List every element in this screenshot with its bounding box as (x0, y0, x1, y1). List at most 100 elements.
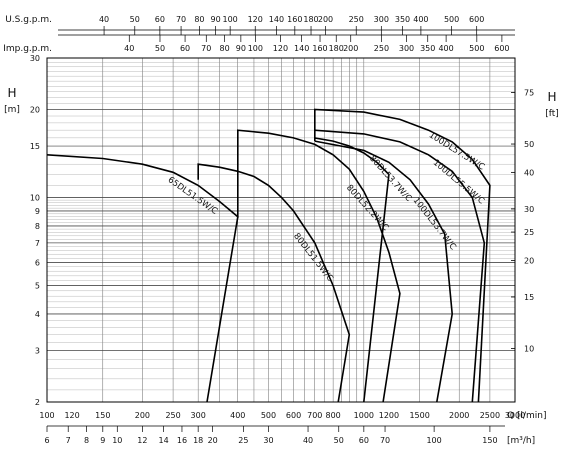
h-ft-tick-label: 15 (524, 293, 534, 302)
h-m-tick-label: 6 (35, 258, 40, 267)
impgpm-tick-label: 500 (469, 44, 484, 53)
usgpm-tick-label: 250 (349, 15, 364, 24)
q-m3h-tick-label: 50 (334, 436, 344, 445)
q-m3h-tick-label: 20 (208, 436, 218, 445)
q-lmin-tick-label: 100 (39, 411, 54, 420)
h-m-tick-label: 9 (35, 207, 40, 216)
q-m3h-tick-label: 6 (44, 436, 49, 445)
q-lmin-tick-label: 500 (261, 411, 276, 420)
impgpm-label: Imp.g.p.m. (3, 44, 52, 54)
h-m-tick-label: 4 (35, 310, 40, 319)
usgpm-tick-label: 90 (211, 15, 221, 24)
impgpm-tick-label: 120 (273, 44, 288, 53)
curve-80dl51-5w-c (197, 163, 351, 403)
q-lmin-tick-label: 700 (307, 411, 322, 420)
usgpm-tick-label: 70 (176, 15, 186, 24)
impgpm-tick-label: 40 (124, 44, 134, 53)
h-m-tick-label: 2 (35, 398, 40, 407)
h-m-tick-label: 10 (30, 194, 40, 203)
usgpm-tick-label: 350 (395, 15, 410, 24)
q-lmin-tick-label: 2500 (480, 411, 500, 420)
q-m3h-tick-label: 30 (263, 436, 273, 445)
q-m3h-tick-label: 150 (482, 436, 497, 445)
h-ft-tick-label: 10 (524, 344, 534, 353)
q-m3h-tick-label: 8 (84, 436, 89, 445)
usgpm-tick-label: 180 (303, 15, 318, 24)
usgpm-tick-label: 400 (413, 15, 428, 24)
q-lmin-tick-label: 300 (191, 411, 206, 420)
usgpm-tick-label: 500 (444, 15, 459, 24)
curve-label: 100DL53.7W/C (411, 196, 458, 252)
h-m-unit: [m] (4, 105, 20, 115)
impgpm-tick-label: 70 (201, 44, 211, 53)
q-m3h-tick-label: 9 (100, 436, 105, 445)
curve-100dl57-5w-c (314, 108, 491, 403)
usgpm-tick-label: 50 (130, 15, 140, 24)
h-m-tick-label: 7 (35, 239, 40, 248)
h-ft-tick-label: 25 (524, 228, 534, 237)
q-lmin-tick-label: 120 (64, 411, 79, 420)
impgpm-tick-label: 350 (420, 44, 435, 53)
q-m3h-tick-label: 18 (193, 436, 203, 445)
tick-labels: 40 50 60 70 80 90 100 120 140 160 180 200 250 300 350 4… (30, 15, 534, 445)
usgpm-tick-label: 140 (269, 15, 284, 24)
impgpm-tick-label: 100 (248, 44, 263, 53)
q-lmin-tick-label: 1500 (409, 411, 429, 420)
q-lmin-label: Q [l/min] (507, 411, 546, 421)
h-m-tick-label: 3 (35, 346, 40, 355)
curve-label: 80DL53.7W/C (367, 154, 413, 204)
q-m3h-tick-label: 14 (158, 436, 168, 445)
h-ft-tick-label: 20 (524, 256, 534, 265)
q-lmin-tick-label: 600 (286, 411, 301, 420)
impgpm-tick-label: 80 (220, 44, 230, 53)
h-ft-tick-label: 30 (524, 205, 534, 214)
usgpm-tick-label: 40 (99, 15, 109, 24)
impgpm-tick-label: 180 (329, 44, 344, 53)
usgpm-tick-label: 600 (469, 15, 484, 24)
q-m3h-label: [m³/h] (507, 436, 535, 446)
q-lmin-tick-label: 2000 (449, 411, 469, 420)
q-m3h-tick-label: 10 (112, 436, 122, 445)
q-lmin-tick-label: 250 (165, 411, 180, 420)
usgpm-tick-label: 200 (318, 15, 333, 24)
plot-frame (46, 29, 516, 427)
usgpm-tick-label: 60 (155, 15, 165, 24)
impgpm-tick-label: 300 (399, 44, 414, 53)
q-lmin-tick-label: 150 (95, 411, 110, 420)
curve-65dl51-5w-c (46, 154, 239, 403)
q-lmin-tick-label: 1200 (379, 411, 399, 420)
h-ft-tick-label: 50 (524, 140, 534, 149)
h-m-tick-label: 30 (30, 54, 40, 63)
q-lmin-tick-label: 3000 (505, 411, 525, 420)
axis-labels: U.S.g.p.m. Imp.g.p.m. Q [l/min] [m³/h] H… (3, 15, 559, 446)
usgpm-tick-label: 160 (287, 15, 302, 24)
q-m3h-tick-label: 7 (66, 436, 71, 445)
plot-border (46, 57, 516, 403)
h-ft-unit: [ft] (545, 109, 559, 119)
impgpm-tick-label: 90 (236, 44, 246, 53)
q-m3h-tick-label: 70 (380, 436, 390, 445)
impgpm-tick-label: 600 (494, 44, 509, 53)
curve-100dl55-5w-c (314, 129, 486, 403)
impgpm-tick-label: 400 (438, 44, 453, 53)
usgpm-tick-label: 120 (248, 15, 263, 24)
q-lmin-tick-label: 400 (230, 411, 245, 420)
impgpm-tick-label: 250 (374, 44, 389, 53)
impgpm-tick-label: 60 (180, 44, 190, 53)
h-m-tick-label: 8 (35, 222, 40, 231)
impgpm-tick-label: 200 (343, 44, 358, 53)
h-ft-tick-label: 40 (524, 168, 534, 177)
q-lmin-tick-label: 200 (135, 411, 150, 420)
q-m3h-tick-label: 40 (303, 436, 313, 445)
q-m3h-tick-label: 16 (177, 436, 187, 445)
q-m3h-tick-label: 100 (426, 436, 441, 445)
curve-80dl52-2w-c (237, 129, 401, 403)
impgpm-tick-label: 50 (155, 44, 165, 53)
usgpm-tick-label: 100 (223, 15, 238, 24)
h-m-tick-label: 20 (30, 106, 40, 115)
usgpm-label: U.S.g.p.m. (5, 15, 52, 25)
impgpm-tick-label: 140 (294, 44, 309, 53)
usgpm-tick-label: 300 (374, 15, 389, 24)
h-ft-tick-label: 75 (524, 89, 534, 98)
